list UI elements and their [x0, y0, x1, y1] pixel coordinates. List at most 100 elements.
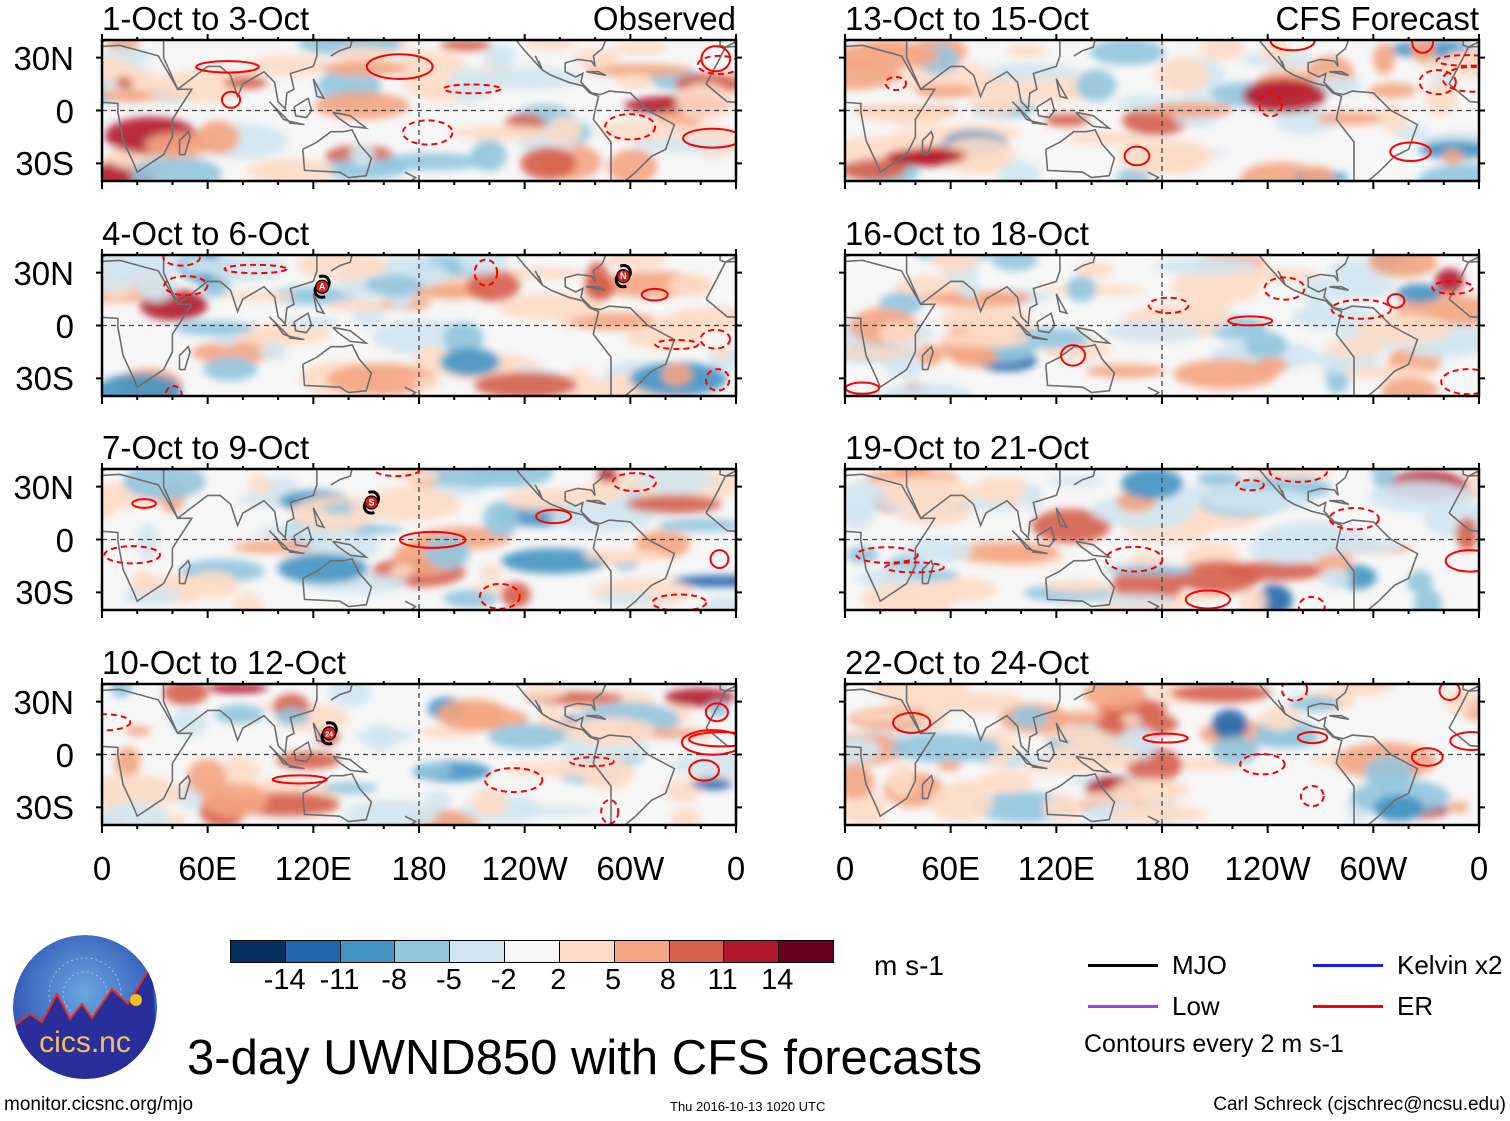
y-tick-label: 0 — [55, 521, 74, 559]
wind-anomaly-blob — [259, 342, 288, 361]
wind-anomaly-blob — [483, 500, 520, 537]
wind-anomaly-blob — [582, 549, 666, 563]
coastline — [1055, 78, 1069, 100]
wind-anomaly-blob — [1319, 568, 1352, 589]
x-tick-label: 60E — [921, 850, 981, 887]
tropical-cyclone-icon[interactable]: S — [362, 490, 381, 515]
wind-anomaly-blob — [1259, 706, 1300, 731]
wind-anomaly-blob — [473, 371, 577, 396]
legend-line — [1088, 1005, 1158, 1008]
wind-anomaly-blob — [496, 292, 603, 320]
wind-anomaly-blob — [985, 63, 1082, 81]
wind-anomaly-blob — [501, 582, 531, 608]
wind-anomaly-blob — [1096, 711, 1179, 738]
coastline — [312, 293, 326, 315]
wind-anomaly-blob — [325, 299, 392, 313]
wind-anomaly-blob — [524, 40, 576, 51]
wind-anomaly-blob — [950, 541, 1060, 564]
wind-anomaly-blob — [1065, 131, 1145, 147]
wind-anomaly-blob — [186, 758, 227, 796]
y-tick-label: 30S — [15, 360, 74, 398]
er-contour — [1435, 54, 1479, 67]
er-contour — [704, 702, 729, 723]
coastline — [1073, 255, 1096, 272]
er-contour — [1269, 40, 1316, 52]
coastline — [330, 40, 353, 57]
wind-anomaly-blob — [670, 806, 701, 825]
coastline — [534, 699, 544, 715]
er-contour — [1411, 40, 1435, 54]
wind-anomaly-blob — [625, 494, 722, 514]
er-contour — [700, 45, 732, 73]
wind-anomaly-blob — [131, 569, 156, 594]
coastline — [1073, 469, 1096, 486]
wind-anomaly-blob — [470, 139, 508, 172]
y-tick-label: 30N — [13, 39, 74, 77]
er-contour — [1438, 684, 1461, 702]
coastline — [162, 255, 318, 326]
er-contour — [195, 60, 260, 74]
colorbar-swatch — [450, 941, 506, 962]
wind-anomaly-blob — [214, 704, 265, 725]
er-contour — [611, 472, 658, 493]
wind-anomaly-blob — [480, 564, 503, 581]
footer-timestamp: Thu 2016-10-13 1020 UTC — [670, 1099, 826, 1114]
coastline — [332, 111, 369, 130]
coastline — [1073, 40, 1096, 57]
storm-label: 24 — [325, 731, 333, 738]
wind-anomaly-blob — [1121, 713, 1142, 726]
coastline — [1258, 684, 1419, 825]
er-contour — [688, 759, 720, 782]
wind-anomaly-blob — [1103, 565, 1195, 576]
coastline — [921, 345, 934, 371]
coastline — [332, 326, 369, 345]
wind-anomaly-blob — [1184, 294, 1230, 332]
wind-anomaly-blob — [1259, 40, 1290, 63]
wind-anomaly-blob — [102, 373, 183, 396]
er-contour — [682, 127, 736, 149]
wind-anomaly-blob — [845, 764, 875, 800]
coastline — [288, 549, 305, 555]
wind-anomaly-blob — [470, 786, 509, 817]
x-tick-label: 120E — [1017, 850, 1095, 887]
coastline — [719, 469, 736, 477]
wind-anomaly-blob — [1170, 684, 1272, 703]
wind-anomaly-blob — [443, 589, 499, 608]
coastline — [1011, 745, 1033, 766]
wind-anomaly-blob — [1314, 111, 1388, 125]
coastline — [404, 171, 418, 181]
tropical-cyclone-icon[interactable]: 24 — [320, 721, 338, 746]
coastline — [302, 772, 373, 823]
wind-anomaly-blob — [1112, 566, 1184, 603]
tropical-cyclone-icon[interactable]: A — [313, 274, 331, 299]
wind-anomaly-blob — [1425, 81, 1457, 116]
er-contour — [1227, 315, 1274, 327]
wind-anomaly-blob — [639, 469, 715, 494]
wind-anomaly-blob — [440, 347, 501, 377]
tropical-cyclone-icon[interactable]: N — [614, 264, 632, 289]
colorbar — [230, 940, 834, 963]
wind-anomaly-blob — [414, 376, 441, 390]
coastline — [719, 40, 736, 48]
panel-source-label: CFS Forecast — [1275, 0, 1479, 37]
x-tick-label: 0 — [835, 850, 855, 887]
colorbar-label: -8 — [381, 964, 408, 996]
coastline — [1031, 764, 1048, 770]
wind-anomaly-blob — [436, 698, 510, 731]
wind-anomaly-blob — [1373, 794, 1424, 822]
coastline — [162, 40, 318, 111]
legend-label: Kelvin x2 — [1397, 950, 1503, 980]
wind-anomaly-blob — [1196, 471, 1241, 487]
wind-anomaly-blob — [943, 691, 1025, 714]
coastline — [1277, 699, 1287, 715]
coastline — [1073, 684, 1096, 701]
footer-url[interactable]: monitor.cicsnc.org/mjo — [4, 1094, 194, 1115]
er-contour — [680, 729, 736, 756]
wind-anomaly-blob — [1012, 327, 1090, 349]
er-contour — [1263, 276, 1306, 301]
wind-anomaly-blob — [1109, 804, 1207, 824]
coastline — [1329, 499, 1350, 506]
wind-anomaly-blob — [182, 255, 211, 275]
wind-anomaly-blob — [1288, 695, 1341, 712]
coastline — [515, 40, 676, 181]
